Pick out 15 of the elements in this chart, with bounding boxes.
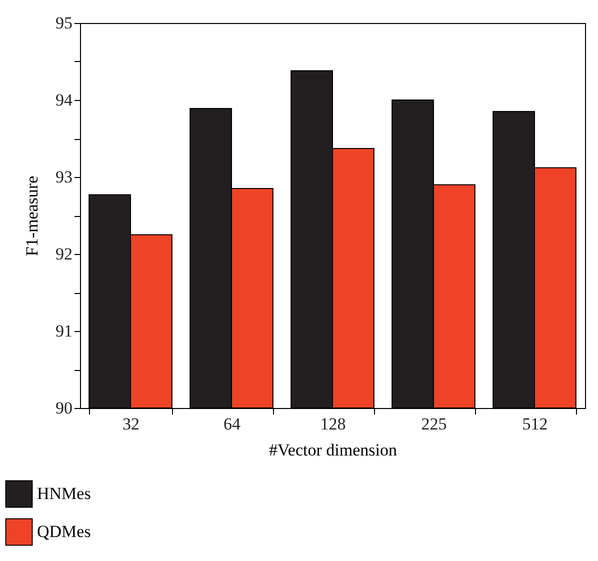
y-tick-label: 93: [56, 168, 72, 186]
y-axis-title: F1-measure: [22, 176, 42, 256]
y-tick-label: 95: [56, 14, 72, 32]
legend-label: QDMes: [37, 522, 91, 541]
x-tick-label: 128: [320, 414, 346, 434]
x-tick-label: 512: [522, 414, 548, 434]
y-tick-label: 91: [56, 322, 72, 340]
legend-label: HNMes: [37, 484, 91, 503]
x-axis-title: #Vector dimension: [269, 440, 398, 460]
x-tick-label: 32: [122, 414, 140, 434]
x-tick-label: 64: [224, 414, 241, 434]
y-tick-label: 94: [56, 90, 73, 110]
y-tick-label: 90: [56, 398, 72, 418]
y-tick-label: 92: [56, 244, 72, 264]
x-tick-label: 225: [421, 414, 447, 434]
